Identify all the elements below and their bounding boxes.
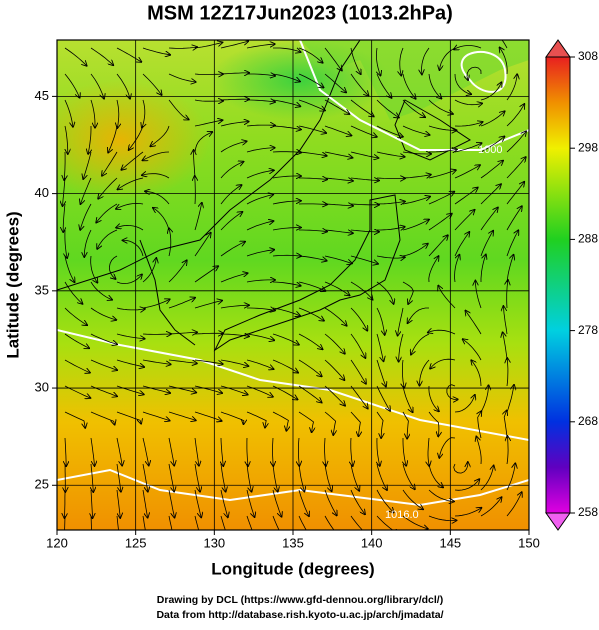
- x-tick-label: 130: [203, 535, 225, 550]
- x-tick-label: 120: [46, 535, 68, 550]
- x-tick-label: 145: [439, 535, 461, 550]
- x-tick-label: 125: [125, 535, 147, 550]
- colorbar-extend-top: [546, 40, 570, 57]
- colorbar-extend-bottom: [546, 513, 570, 530]
- y-axis-label: Latitude (degrees): [3, 211, 22, 358]
- colorbar-tick-label: 258: [578, 505, 598, 519]
- x-tick-label: 150: [518, 535, 540, 550]
- y-tick-label: 35: [35, 282, 49, 297]
- y-tick-label: 40: [35, 185, 49, 200]
- colorbar-tick-label: 308: [578, 49, 598, 63]
- footer-line: Data from http://database.rish.kyoto-u.a…: [156, 609, 443, 621]
- colorbar-tick-label: 268: [578, 414, 598, 428]
- contour-label: 1016.0: [385, 509, 419, 521]
- x-axis-label: Longitude (degrees): [211, 559, 374, 578]
- colorbar-tick-label: 288: [578, 232, 598, 246]
- x-tick-label: 140: [361, 535, 383, 550]
- contour-label: 1000: [478, 144, 502, 156]
- colorbar-tick-label: 298: [578, 140, 598, 154]
- colorbar-tick-label: 278: [578, 323, 598, 337]
- map-area: 1000 1016.0: [30, 27, 529, 544]
- title: MSM 12Z17Jun2023 (1013.2hPa): [147, 2, 453, 24]
- footer-line: Drawing by DCL (https://www.gfd-dennou.o…: [157, 594, 443, 606]
- y-tick-label: 45: [35, 88, 49, 103]
- y-tick-label: 25: [35, 477, 49, 492]
- x-tick-label: 135: [282, 535, 304, 550]
- colorbar: [546, 57, 570, 513]
- y-tick-label: 30: [35, 379, 49, 394]
